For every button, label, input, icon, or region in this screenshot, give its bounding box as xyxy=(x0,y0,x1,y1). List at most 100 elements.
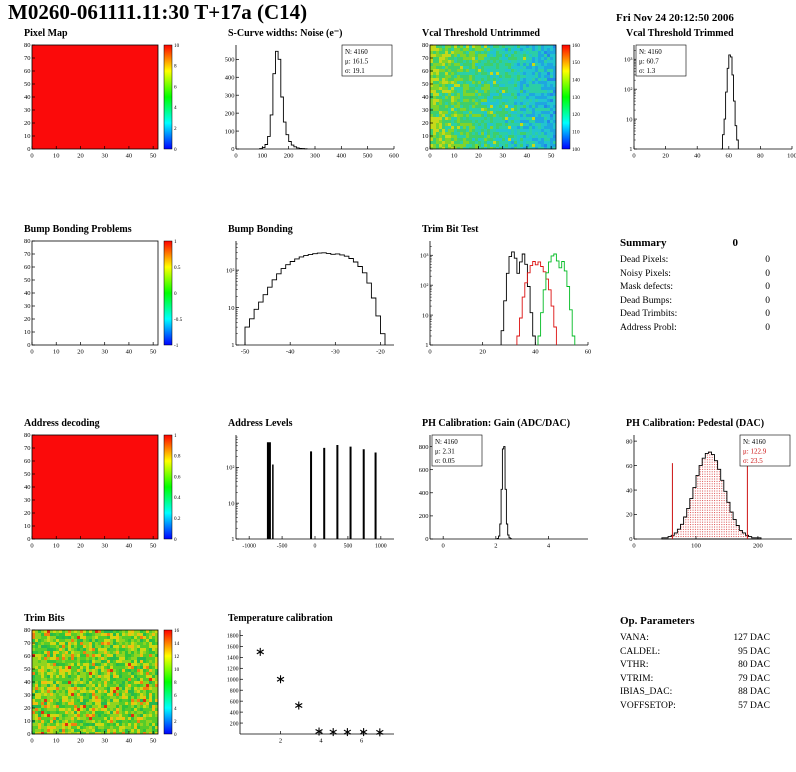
svg-text:80: 80 xyxy=(24,42,31,49)
svg-text:0: 0 xyxy=(27,731,30,738)
svg-text:120: 120 xyxy=(572,112,580,118)
op-parameters-heading: Op. Parameters xyxy=(620,615,695,627)
chart-title-trim-bits: Trim Bits xyxy=(24,613,65,624)
svg-text:0: 0 xyxy=(632,543,635,550)
svg-text:-1: -1 xyxy=(174,343,179,349)
svg-text:8: 8 xyxy=(174,64,177,70)
panel-temperature-calibration: Temperature calibration 2 4 6 200 400 600 800 1… xyxy=(210,613,410,763)
svg-text:N: 4160: N: 4160 xyxy=(345,48,368,56)
panel-vcal-untrimmed: Vcal Threshold Untrimmed 0 10 20 30 40 50 0 10 2… xyxy=(404,28,604,178)
svg-text:500: 500 xyxy=(225,57,235,64)
svg-text:60: 60 xyxy=(585,349,592,356)
svg-text:80: 80 xyxy=(626,438,633,445)
op-parameter-item-label: VTRIM: xyxy=(620,673,654,684)
svg-text:300: 300 xyxy=(225,92,235,99)
op-parameter-item-value: 95 DAC xyxy=(738,646,770,657)
svg-text:40: 40 xyxy=(126,543,133,550)
chart-title-temperature-calibration: Temperature calibration xyxy=(228,613,333,624)
svg-text:0: 0 xyxy=(174,537,177,543)
svg-text:30: 30 xyxy=(24,692,31,699)
svg-text:20: 20 xyxy=(24,510,31,517)
svg-text:1400: 1400 xyxy=(227,656,239,662)
svg-text:600: 600 xyxy=(389,153,399,160)
chart-title-trim-bit-test: Trim Bit Test xyxy=(422,224,479,235)
op-parameter-item-value: 88 DAC xyxy=(738,687,770,697)
panel-bump-bonding-problems: Bump Bonding Problems 0 10 20 30 40 50 0 10 20 30… xyxy=(6,224,206,374)
summary-item: Dead Trimbits: 0 xyxy=(620,308,770,322)
svg-text:50: 50 xyxy=(24,81,31,88)
svg-text:10: 10 xyxy=(174,43,180,49)
svg-text:10³: 10³ xyxy=(420,252,429,259)
temperature-calibration-plot: 2 4 6 200 400 600 800 1000 1200 1400 1600 1800 xyxy=(227,630,394,745)
svg-text:N: 4160: N: 4160 xyxy=(743,438,766,446)
trim-bit-test-plot: 0 20 40 60 1 10 10² 10³ xyxy=(420,241,592,356)
svg-text:σ: 1.3: σ: 1.3 xyxy=(639,67,656,75)
svg-text:50: 50 xyxy=(24,277,31,284)
svg-text:30: 30 xyxy=(499,153,506,160)
op-parameter-item-label: VOFFSETOP: xyxy=(620,700,676,711)
svg-text:-0.5: -0.5 xyxy=(174,317,183,323)
svg-text:σ: 19.1: σ: 19.1 xyxy=(345,67,365,75)
svg-text:40: 40 xyxy=(24,290,31,297)
svg-text:50: 50 xyxy=(150,543,157,550)
svg-text:500: 500 xyxy=(363,153,373,160)
svg-text:-20: -20 xyxy=(376,349,385,356)
svg-text:40: 40 xyxy=(126,738,133,745)
svg-text:4: 4 xyxy=(547,543,551,550)
svg-text:-30: -30 xyxy=(331,349,340,356)
svg-text:μ: 60.7: μ: 60.7 xyxy=(639,58,659,66)
svg-text:60: 60 xyxy=(24,653,31,660)
svg-text:N: 4160: N: 4160 xyxy=(435,438,458,446)
svg-text:40: 40 xyxy=(524,153,531,160)
chart-title-ph-gain: PH Calibration: Gain (ADC/DAC) xyxy=(422,418,571,429)
svg-text:1000: 1000 xyxy=(375,544,387,550)
svg-text:10²: 10² xyxy=(226,267,235,274)
svg-text:40: 40 xyxy=(24,94,31,101)
svg-text:20: 20 xyxy=(662,153,669,160)
svg-text:60: 60 xyxy=(24,68,31,75)
svg-text:30: 30 xyxy=(101,349,108,356)
svg-text:2: 2 xyxy=(174,719,177,725)
svg-text:150: 150 xyxy=(572,60,580,66)
svg-text:30: 30 xyxy=(101,153,108,160)
svg-text:4: 4 xyxy=(319,738,323,745)
svg-text:10: 10 xyxy=(228,305,235,312)
svg-text:10: 10 xyxy=(626,116,633,123)
svg-text:400: 400 xyxy=(419,490,429,497)
svg-text:10: 10 xyxy=(24,523,31,530)
chart-title-scurve-noise: S-Curve widths: Noise (e⁻) xyxy=(228,28,343,39)
svg-text:0: 0 xyxy=(428,349,431,356)
svg-text:100: 100 xyxy=(257,153,267,160)
panel-trim-bits: Trim Bits 0 10 20 30 40 50 0 10 20 30 40 50 60 70 80 16… xyxy=(6,613,206,763)
svg-text:20: 20 xyxy=(24,705,31,712)
svg-text:40: 40 xyxy=(24,484,31,491)
svg-text:1200: 1200 xyxy=(227,667,239,673)
svg-text:20: 20 xyxy=(422,120,429,127)
op-parameter-item-label: IBIAS_DAC: xyxy=(620,687,673,697)
summary-grade: 0 xyxy=(732,237,739,249)
svg-text:300: 300 xyxy=(310,153,320,160)
svg-text:1800: 1800 xyxy=(227,634,239,640)
svg-text:20: 20 xyxy=(77,349,84,356)
svg-text:10: 10 xyxy=(228,500,235,507)
op-parameter-item: VANA: 127 DAC xyxy=(620,632,770,646)
svg-text:0: 0 xyxy=(174,147,177,153)
svg-text:30: 30 xyxy=(24,497,31,504)
svg-text:70: 70 xyxy=(24,251,31,258)
svg-text:50: 50 xyxy=(422,81,429,88)
scurve-noise-plot: 0 100 200 300 400 500 600 0 100 200 300 400 500 N: 41… xyxy=(225,44,399,160)
summary-heading: Summary xyxy=(620,237,667,249)
svg-text:-500: -500 xyxy=(277,544,288,550)
svg-text:10²: 10² xyxy=(420,282,429,289)
panel-scurve-noise: S-Curve widths: Noise (e⁻) 0 100 200 300 400… xyxy=(210,28,410,178)
svg-text:2: 2 xyxy=(494,543,497,550)
svg-text:0: 0 xyxy=(629,536,632,543)
svg-text:10: 10 xyxy=(24,133,31,140)
op-parameter-item-value: 79 DAC xyxy=(738,673,770,684)
op-parameter-item: VOFFSETOP: 57 DAC xyxy=(620,700,770,714)
op-parameter-item-label: CALDEL: xyxy=(620,646,661,657)
svg-text:30: 30 xyxy=(24,107,31,114)
svg-text:70: 70 xyxy=(24,55,31,62)
op-parameters-heading-row: Op. Parameters xyxy=(620,615,770,627)
svg-text:100: 100 xyxy=(787,153,796,160)
